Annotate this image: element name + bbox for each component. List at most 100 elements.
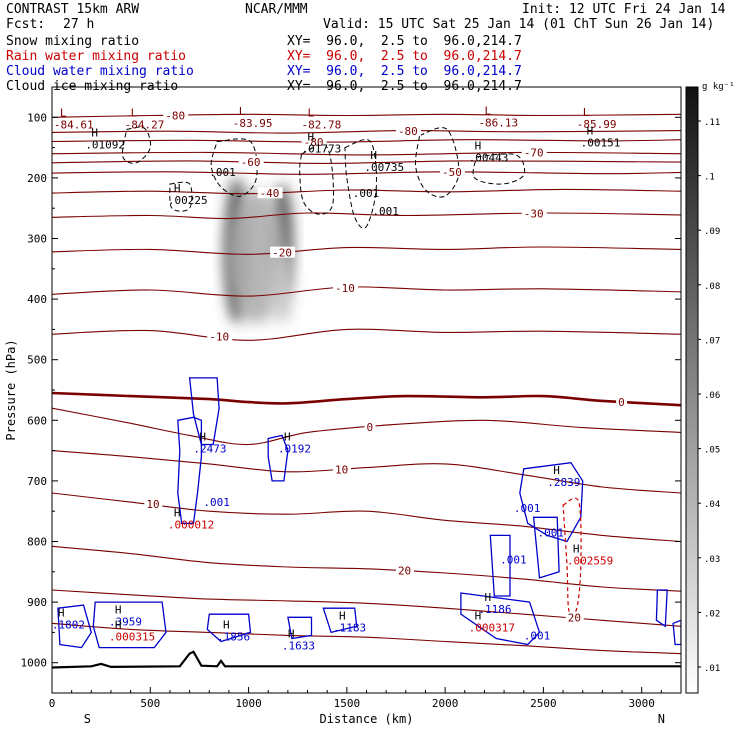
cloud-ice-contour-2 [299,144,334,215]
extremum-value-label-15: .2839 [547,476,580,489]
temperature-contour-label-11: 0 [618,396,625,409]
temperature-contour-8 [52,246,681,255]
extremum-value-label-19: .000315 [109,630,155,643]
colorbar-tick-label-8: .09 [704,227,720,237]
temperature-contour-label-3: -70 [524,146,544,159]
temperature-label-bg-6 [257,187,283,199]
temperature-contour-2 [52,139,681,143]
extremum-marker-0: L [60,106,67,119]
cloud-water-contour-1 [188,377,220,446]
extremum-marker-2: L [239,105,246,118]
extremum-value-label-16: .002559 [567,555,613,568]
field-label-rain: Rain water mixing ratio [6,49,187,64]
extremum-value-label-6: .01092 [85,138,125,151]
temperature-label-bg-0 [163,109,189,121]
snow-shading-3 [270,250,294,324]
cloud-ice-contour-5 [472,153,526,185]
colorbar-tick-label-4: .05 [704,446,720,456]
temperature-contour-label-5: -50 [442,166,462,179]
extremum-value-label-11: .00225 [168,194,208,207]
extremum-value-label-10: .00735 [364,161,404,174]
colorbar-tick-label-1: .02 [704,609,720,619]
temperature-label-bg-14 [144,497,163,509]
extremum-marker-18: H [115,603,122,616]
colorbar-tick-label-6: .07 [704,336,720,346]
extremum-marker-13: H [284,431,291,444]
contour-value-label-1: .001 [353,187,380,200]
extremum-marker-11: H [174,182,181,195]
y-tick-label-2: 300 [27,233,47,246]
x-tick-label-3: 1500 [334,697,361,710]
cloud-ice-contour-1 [210,138,258,197]
extremum-marker-17: H [58,606,65,619]
extremum-marker-7: H [308,131,315,144]
cloud-water-contour-13 [672,619,681,646]
temperature-label-bg-4 [238,155,264,167]
extremum-value-label-20: .1856 [217,630,250,643]
temperature-contour-label-15: 20 [398,564,411,577]
field-xy-cloud-water: XY= 96.0, 2.5 to 96.0,214.7 [287,64,522,79]
header-center-title: NCAR/MMM [245,2,308,17]
extremum-value-label-21: .1633 [282,640,315,653]
header-init: Init: 12 UTC Fri 24 Jan 14 [522,2,726,17]
extremum-value-label-22: .1183 [333,621,366,634]
header-valid: Valid: 15 UTC Sat 25 Jan 14 (01 ChT Sun … [323,17,715,32]
temperature-contour-13 [52,450,681,494]
temperature-label-bg-8 [270,246,296,258]
temperature-contour-label-0: -80 [165,109,185,122]
cloud-water-contour-3 [519,462,584,543]
extremum-value-label-9: .00151 [581,137,621,150]
temperature-contour-5 [52,171,681,175]
cloud-water-contour-12 [655,589,668,628]
temperature-contour-label-6: -40 [260,187,280,200]
y-tick-label-5: 600 [27,414,47,427]
temperature-contour-12 [52,407,681,446]
y-tick-label-9: 1000 [21,657,48,670]
colorbar-tick-label-2: .03 [704,555,720,565]
temperature-contour-11 [52,391,681,407]
x-tick-label-6: 3000 [628,697,655,710]
extremum-marker-10: H [370,149,377,162]
extremum-value-label-1: -84.27 [125,118,165,131]
temperature-contour-16 [52,589,681,627]
colorbar-tick-label-10: .11 [704,118,720,128]
extremum-value-label-5: -85.99 [577,118,617,131]
cloud-water-contour-11 [460,592,541,646]
temperature-contour-label-4: -60 [241,156,261,169]
temperature-label-bg-7 [521,207,547,219]
extremum-marker-23: H [484,591,491,604]
contour-value-label-6: .001 [500,554,526,567]
extremum-marker-4: L [484,105,491,118]
y-axis-title: Pressure (hPa) [4,339,18,440]
cloud-water-contour-4 [489,534,511,597]
extremum-value-label-24: .000317 [469,621,515,634]
temperature-label-bg-3 [521,146,547,158]
extremum-value-label-23: .1186 [478,603,511,616]
y-tick-label-3: 400 [27,293,47,306]
x-tick-label-2: 1000 [235,697,262,710]
contour-value-label-4: .001 [514,502,541,515]
temperature-contour-label-14: 10 [146,498,159,511]
y-tick-label-6: 700 [27,475,47,488]
terrain-line [52,650,681,669]
temperature-contour-label-1: -80 [398,125,418,138]
extremum-marker-14: H [174,506,181,519]
cloud-water-contour-0 [177,416,203,524]
x-tick-label-1: 500 [140,697,160,710]
extremum-marker-16: H [573,543,580,556]
temperature-label-bg-16 [565,611,584,623]
extremum-marker-24: H [475,609,482,622]
temperature-contour-7 [52,212,681,220]
extremum-value-label-17: .1802 [52,618,85,631]
y-tick-label-8: 900 [27,596,47,609]
temperature-label-bg-13 [333,463,352,475]
temperature-label-bg-9 [333,282,359,294]
colorbar-tick-label-5: .06 [704,391,720,401]
rain-contour-0 [562,497,582,616]
colorbar-tick-label-7: .08 [704,282,720,292]
colorbar-unit: g kg⁻¹ [702,82,735,92]
header-fcst-value: 27 h [63,17,95,32]
temperature-label-bg-15 [395,564,414,576]
temperature-label-bg-2 [301,135,327,147]
